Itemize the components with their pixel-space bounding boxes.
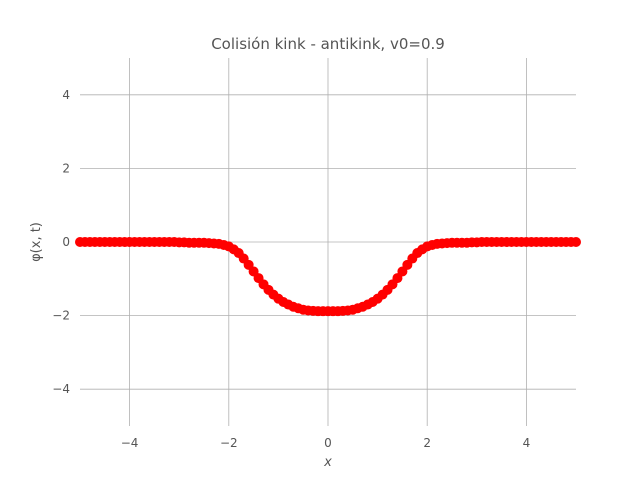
y-tick-label: 4 xyxy=(62,88,70,102)
x-tick-label: 0 xyxy=(324,436,332,450)
y-tick-labels: −4 −2 0 2 4 xyxy=(52,88,70,396)
chart-title: Colisión kink - antikink, v0=0.9 xyxy=(211,35,445,53)
y-tick-label: 0 xyxy=(62,235,70,249)
x-tick-label: −4 xyxy=(121,436,139,450)
y-tick-label: −4 xyxy=(52,382,70,396)
data-point xyxy=(571,237,581,247)
y-axis-label: φ(x, t) xyxy=(29,222,44,262)
y-tick-label: 2 xyxy=(62,161,70,175)
x-tick-label: −2 xyxy=(220,436,238,450)
x-tick-label: 4 xyxy=(523,436,531,450)
data-points xyxy=(75,237,581,317)
y-tick-label: −2 xyxy=(52,309,70,323)
x-tick-labels: −4 −2 0 2 4 xyxy=(121,436,530,450)
x-tick-label: 2 xyxy=(423,436,431,450)
x-axis-label: x xyxy=(323,455,332,470)
